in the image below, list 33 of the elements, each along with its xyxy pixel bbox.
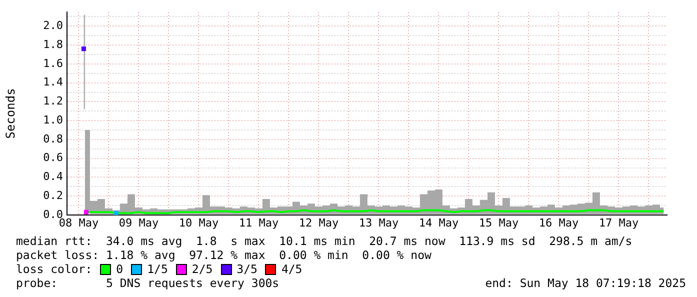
- legend-label: 2/5: [192, 262, 213, 276]
- y-tick-label: 1.4: [43, 76, 64, 89]
- text: packet loss: 1.18 % avg 97.12 % max 0.00 % min 0.00 % now: [16, 248, 432, 262]
- y-tick-label: 1.8: [43, 38, 63, 51]
- point: [114, 210, 118, 215]
- y-tick-label: 1.6: [43, 56, 63, 70]
- x-tick-label: 17 May: [598, 216, 639, 230]
- y-tick-label: 0.4: [43, 170, 64, 184]
- legend-label: 3/5: [236, 262, 258, 276]
- y-tick-label: 0.6: [43, 151, 63, 164]
- y-axis-title: Seconds: [3, 88, 18, 139]
- text: probe: 5 DNS requests every 300s: [16, 276, 280, 290]
- legend-label: 0: [116, 262, 124, 276]
- x-tick-label: 15 May: [478, 216, 519, 230]
- x-tick-label: 14 May: [418, 216, 459, 230]
- legend-label: 4/5: [281, 262, 302, 276]
- text: end: Sun May 18 07:19:18 2025: [485, 276, 686, 290]
- x-tick-label: 11 May: [238, 216, 279, 230]
- x-tick-label: 16 May: [538, 216, 579, 230]
- y-tick-label: 0.8: [43, 132, 63, 146]
- x-tick-label: 13 May: [358, 216, 399, 230]
- x-tick-label: 10 May: [178, 216, 219, 230]
- x-tick-label: 09 May: [118, 216, 159, 230]
- point: [84, 210, 88, 214]
- y-tick-label: 1.0: [43, 113, 63, 126]
- legend-title: loss color:: [16, 262, 92, 276]
- text: median rtt: 34.0 ms avg 1.8 s max 10.1 ms min 20.7 ms now 113.9 ms sd 298.5 m am/s: [16, 234, 632, 248]
- y-tick-label: 2.0: [43, 19, 63, 32]
- point: [81, 46, 86, 52]
- y-tick-label: 0.2: [43, 188, 63, 202]
- legend-label: 1/5: [147, 262, 168, 276]
- y-tick-label: 1.2: [43, 94, 63, 108]
- x-tick-label: 12 May: [298, 216, 339, 230]
